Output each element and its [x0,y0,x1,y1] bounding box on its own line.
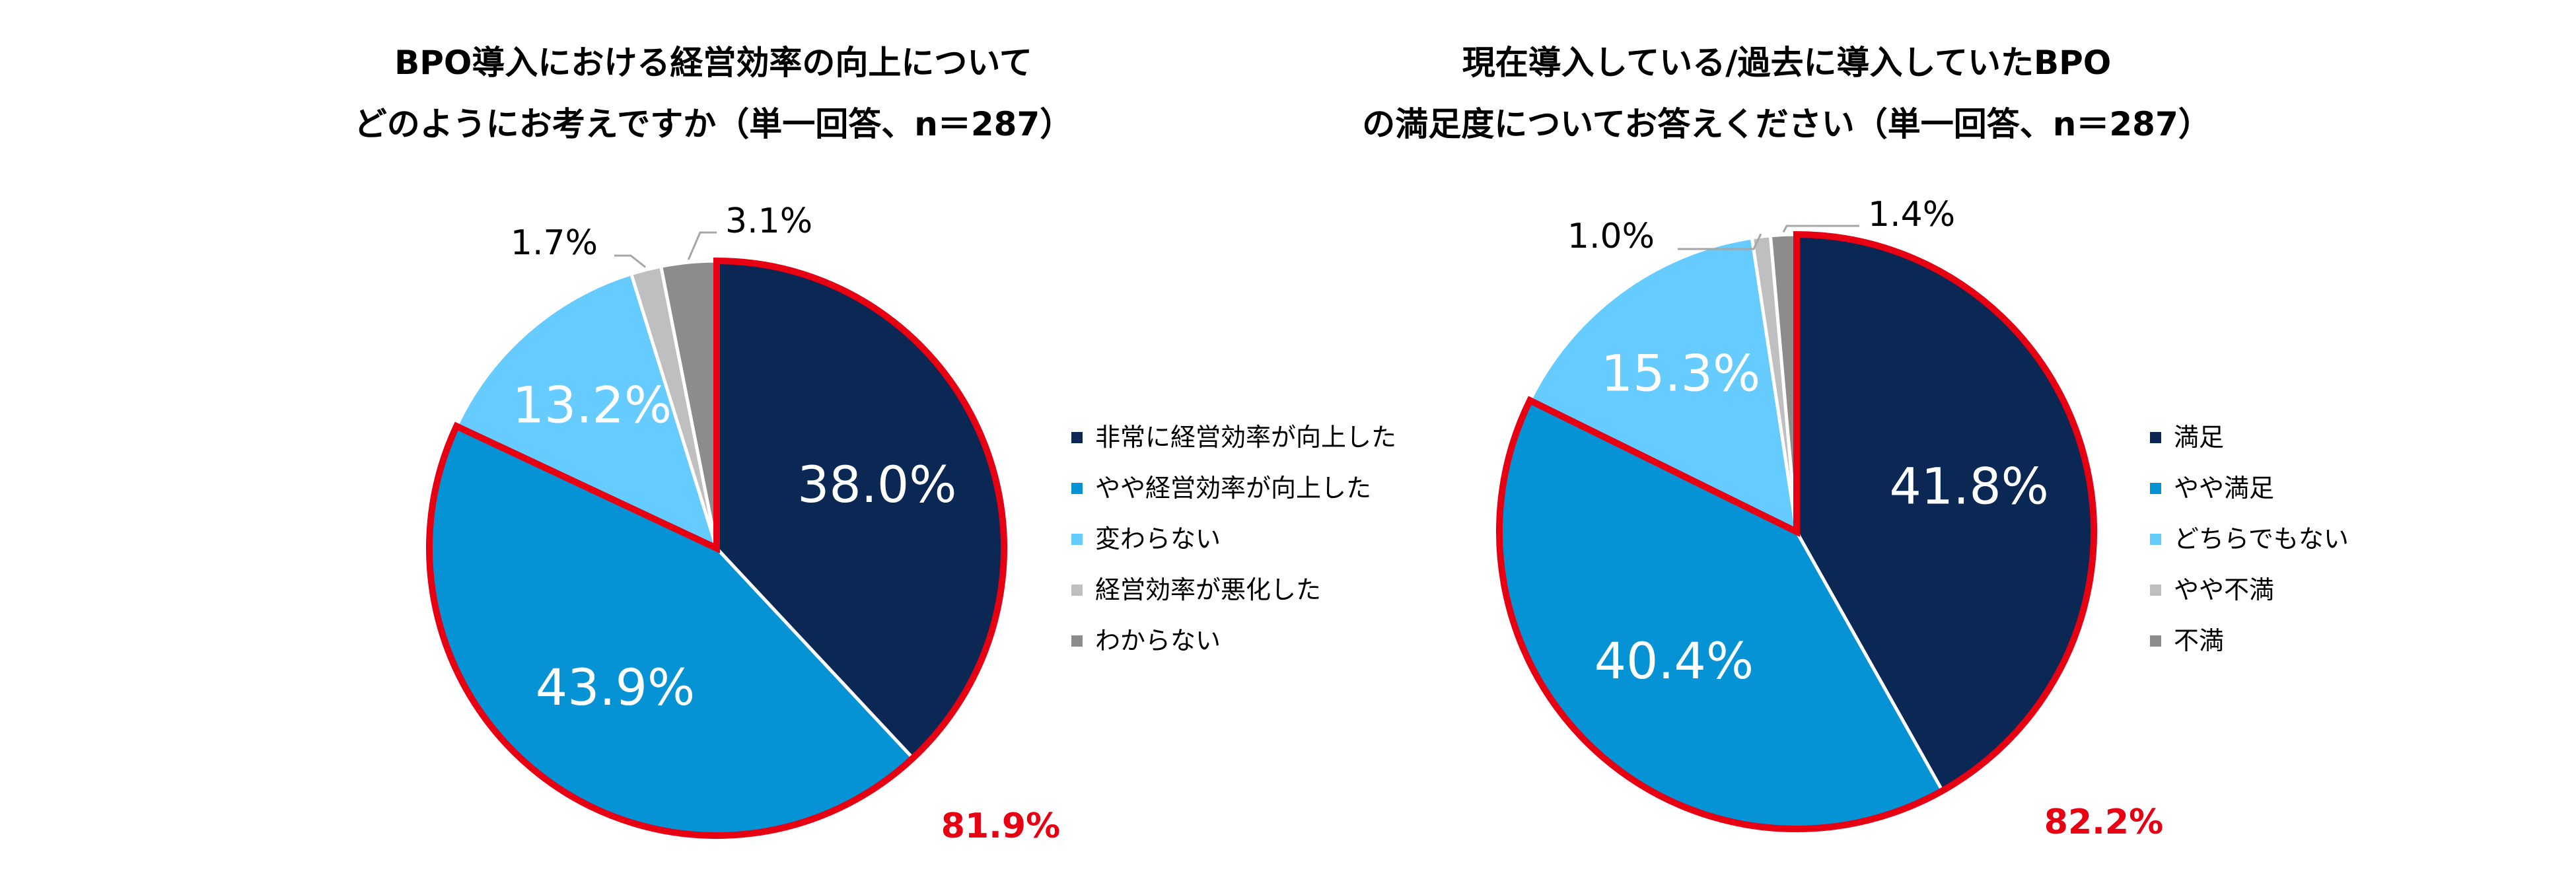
chart2-data-label-1: 41.8% [1889,457,2048,516]
chart2-data-label-2: 40.4% [1594,631,1754,690]
chart2-pie: 41.8% 40.4% 15.3% 1.0% 1.4% 82.2% [1496,195,2163,842]
chart2-legend-label-5: 不満 [2174,626,2225,655]
chart1-data-label-4: 1.7% [511,223,598,263]
chart1-data-label-3: 13.2% [513,376,672,435]
chart2-legend-label-3: どちらでもない [2174,524,2349,554]
chart2-data-label-4: 1.0% [1567,217,1655,256]
chart2-title-line1: 現在導入している/過去に導入していたBPO [1462,44,2112,82]
chart2-title-line2: の満足度についてお答えください（単一回答、n＝287） [1362,105,2211,143]
chart1-title-line2: どのようにお考えですか（単一回答、n＝287） [353,105,1073,143]
chart1-legend-swatch-2 [1071,483,1083,494]
chart2-legend-swatch-2 [2150,483,2161,494]
chart2-legend-label-4: やや不満 [2174,575,2275,604]
chart2-highlight-outline [1496,231,2097,832]
chart2-legend-label-1: 満足 [2174,423,2225,452]
chart1-legend-label-2: やや経営効率が向上した [1095,474,1372,503]
chart1-legend-label-4: 経営効率が悪化した [1095,575,1322,604]
chart1-title-line1: BPO導入における経営効率の向上について [394,44,1032,82]
chart1-highlight-outline [426,257,1007,839]
chart2-data-label-3: 15.3% [1601,343,1760,402]
chart2-legend-swatch-5 [2150,635,2161,647]
chart2-legend-label-2: やや満足 [2174,474,2275,503]
chart1-legend-label-1: 非常に経営効率が向上した [1095,423,1397,452]
chart1-data-label-2: 43.9% [536,658,695,717]
chart1-legend-swatch-1 [1071,432,1083,443]
chart2-legend-swatch-1 [2150,432,2161,443]
chart1-legend-label-3: 変わらない [1095,524,1221,554]
chart2-leader-line-5 [1782,225,1859,233]
chart1-legend-swatch-5 [1071,635,1083,647]
chart2-highlight-total: 82.2% [2044,803,2163,842]
chart2-data-label-5: 1.4% [1868,195,1955,234]
chart2-legend-swatch-4 [2150,585,2161,596]
chart2-legend: 満足やや満足どちらでもない やや不満不満 [2150,423,2520,687]
chart1-leader-line-5 [687,231,717,260]
chart1-highlight-total: 81.9% [941,806,1060,846]
chart2-legend-swatch-3 [2150,534,2161,545]
chart1-legend: 非常に経営効率が向上した やや経営効率が向上した 変わらない経営効率が悪化した わから… [1071,423,1441,687]
chart1-data-label-5: 3.1% [725,201,812,241]
chart2-leader-line-4 [1678,233,1762,250]
chart1-legend-swatch-3 [1071,534,1083,545]
chart2-slice-3 [1528,236,1799,534]
chart1-legend-label-5: わからない [1095,626,1221,655]
chart1-legend-swatch-4 [1071,585,1083,596]
chart1-pie: 38.0% 43.9% 13.2% 1.7% 3.1% 81.9% [426,201,1060,846]
chart1-leader-line-4 [614,254,646,268]
chart1-data-label-1: 38.0% [797,455,956,514]
